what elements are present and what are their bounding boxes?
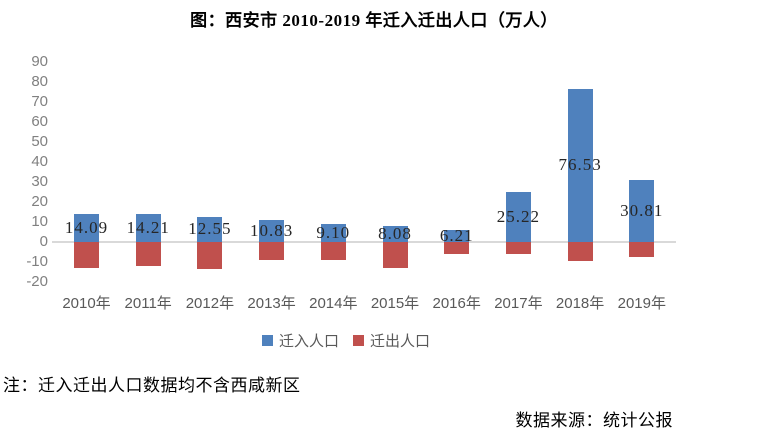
chart-title: 图：西安市 2010-2019 年迁入迁出人口（万人）: [190, 11, 558, 30]
bar-outflow: [382, 242, 408, 268]
bar-inflow: [197, 216, 223, 242]
x-tick-label: 2018年: [555, 295, 605, 312]
bar-inflow: [444, 229, 470, 242]
bar-value-label: 14.21: [126, 217, 170, 237]
bar-inflow: [74, 213, 99, 242]
bar-inflow: [135, 213, 161, 242]
x-tick-label: 2014年: [309, 295, 358, 312]
x-tick-label: 2015年: [370, 295, 420, 312]
bar-inflow: [382, 225, 408, 242]
y-tick-label: 60: [31, 113, 48, 130]
y-tick-label: 30: [31, 173, 48, 190]
zero-axis-line: [52, 241, 676, 243]
x-tick-label: 2010年: [62, 295, 111, 312]
bar-outflow: [567, 242, 593, 261]
bar-outflow: [74, 242, 99, 269]
bar-inflow: [259, 220, 285, 242]
x-tick-label: 2011年: [124, 295, 172, 312]
bar-inflow: [320, 223, 346, 242]
bar-value-label: 30.81: [620, 201, 664, 221]
bar-value-label: 12.55: [188, 219, 232, 239]
x-tick-label: 2012年: [185, 295, 235, 312]
bar-outflow: [259, 242, 285, 260]
bar-value-label: 14.09: [64, 217, 109, 237]
x-tick-label: 2019年: [617, 295, 666, 312]
note-text: 注：迁入迁出人口数据均不含西咸新区: [3, 376, 301, 395]
bar-value-label: 10.83: [249, 221, 294, 241]
legend-label: 迁入人口: [278, 333, 339, 350]
bar-inflow: [505, 191, 531, 242]
bar-outflow: [135, 242, 161, 266]
x-tick-label: 2017年: [494, 295, 543, 312]
legend: 迁入人口 迁出人口: [0, 330, 692, 351]
y-tick-label: 80: [31, 73, 48, 90]
bar-outflow: [320, 242, 346, 260]
bar-value-label: 25.22: [496, 206, 541, 226]
bar-value-label: 8.08: [378, 223, 412, 243]
y-tick-label: 70: [31, 93, 48, 110]
bar-outflow: [444, 242, 470, 254]
y-tick-label: 0: [39, 233, 48, 250]
y-tick-label: -10: [26, 253, 48, 270]
y-tick-label: 90: [31, 53, 48, 70]
y-tick-label: 10: [31, 213, 48, 230]
bar-inflow: [629, 180, 655, 242]
source-text: 数据来源：统计公报: [515, 411, 673, 430]
legend-label: 迁出人口: [370, 333, 431, 350]
y-tick-label: 20: [31, 193, 48, 210]
bar-value-label: 9.10: [316, 222, 351, 242]
bar-outflow: [505, 242, 531, 254]
bar-outflow: [629, 242, 655, 257]
legend-swatch: [261, 334, 273, 346]
legend-item: 迁出人口: [353, 330, 430, 351]
bar-outflow: [197, 242, 223, 269]
y-tick-label: 40: [31, 153, 48, 170]
bar-inflow: [567, 88, 593, 242]
x-tick-label: 2013年: [247, 295, 296, 312]
y-tick-label: -20: [26, 273, 48, 290]
bar-value-label: 6.21: [439, 225, 474, 245]
y-tick-label: 50: [31, 133, 48, 150]
legend-item: 迁入人口: [261, 330, 339, 351]
x-tick-label: 2016年: [432, 295, 481, 312]
legend-swatch: [353, 334, 364, 346]
bar-value-label: 76.53: [558, 155, 602, 175]
